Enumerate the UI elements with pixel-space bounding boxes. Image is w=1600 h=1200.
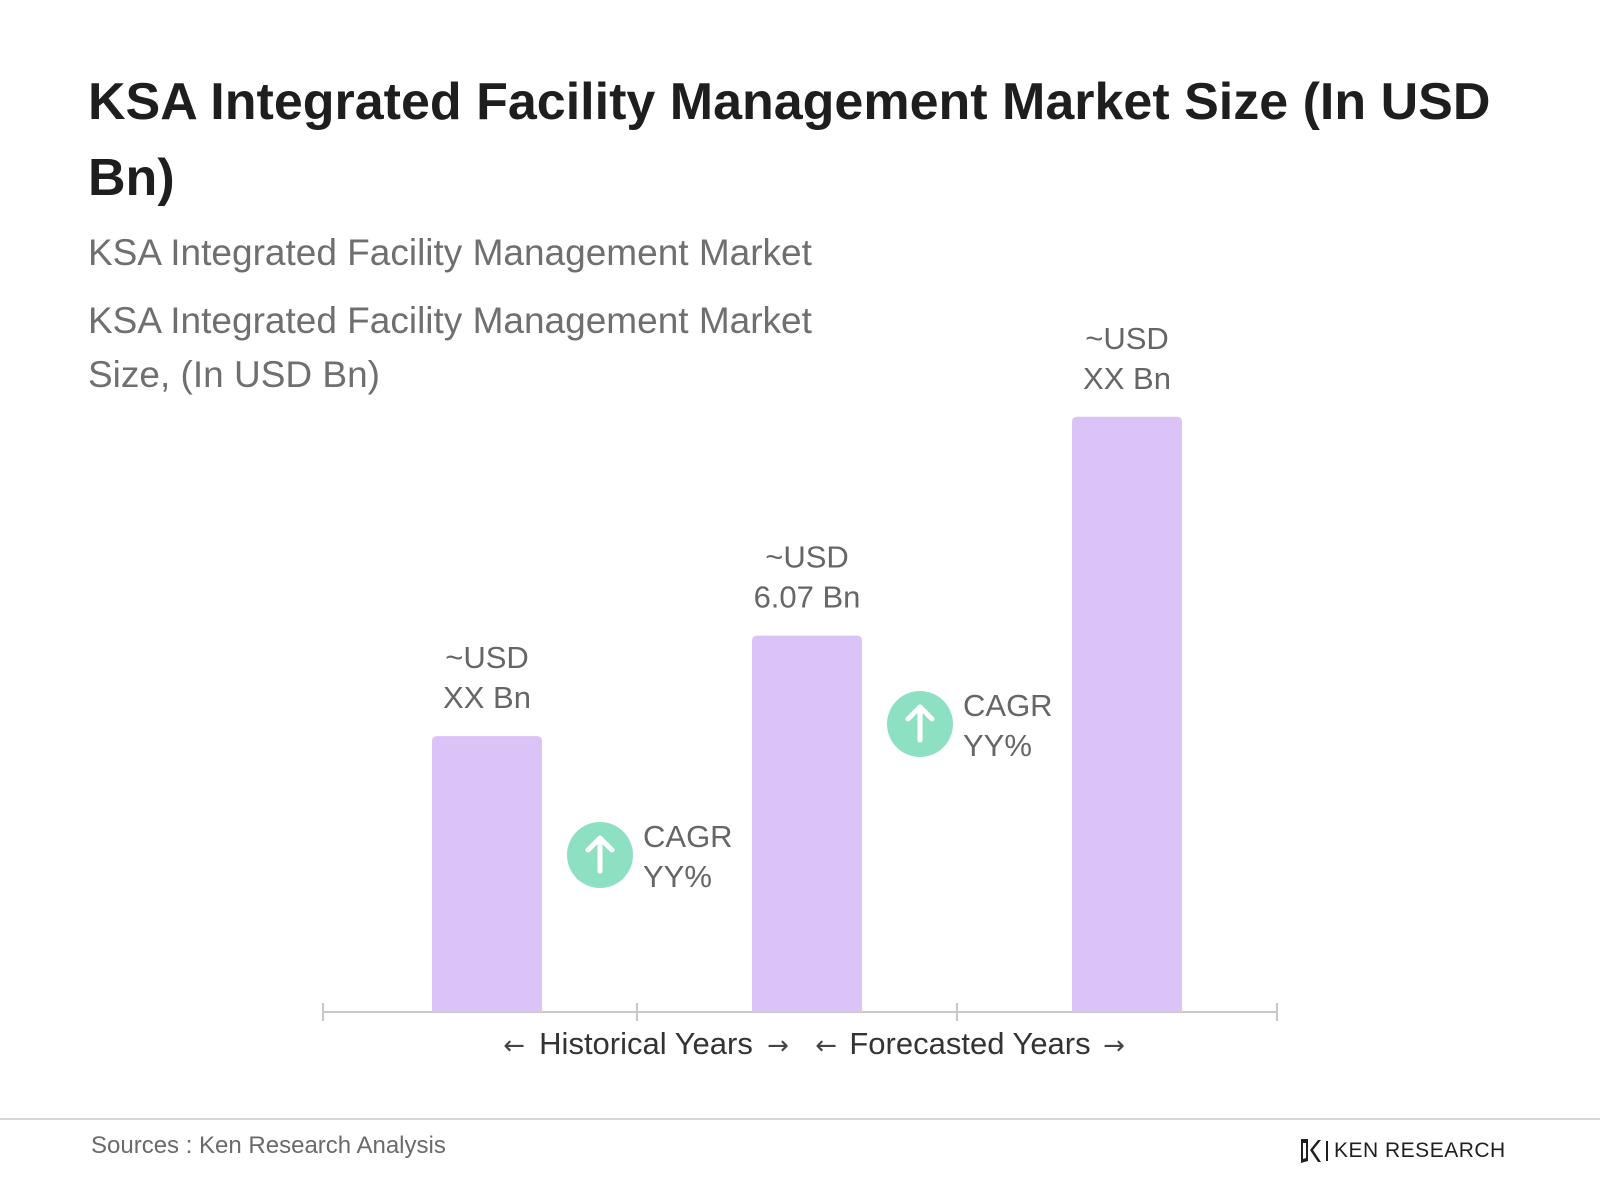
cagr-label-line: CAGR [643, 819, 733, 854]
brand-logo: KEN RESEARCH [1298, 1134, 1506, 1168]
bar-value-label-line: XX Bn [443, 680, 531, 715]
footer-divider [0, 1118, 1600, 1120]
arrow-up-icon [585, 835, 615, 874]
bar-value-label-line: ~USD [765, 540, 849, 575]
brand-name: KEN RESEARCH [1334, 1139, 1506, 1162]
cagr-label-line: YY% [963, 728, 1032, 763]
arrow-right-icon: → [1103, 1031, 1125, 1061]
period-label: Historical Years [539, 1026, 753, 1061]
ken-research-logo-icon [1301, 1139, 1321, 1163]
bar-value-label: ~USD 6.07 Bn [754, 540, 861, 615]
bar-value-label: ~USD XX Bn [1083, 321, 1171, 396]
cagr-label: CAGR YY% [963, 688, 1053, 763]
arrow-left-icon: ← [815, 1031, 837, 1061]
arrow-right-icon: → [767, 1031, 789, 1061]
bar-value-label-line: ~USD [1085, 321, 1169, 356]
cagr-label: CAGR YY% [643, 819, 733, 894]
chart-title: KSA Integrated Facility Management Marke… [88, 73, 1491, 207]
arrow-left-icon: ← [503, 1031, 525, 1061]
cagr-label-line: CAGR [963, 688, 1053, 723]
brand-separator [1326, 1141, 1328, 1161]
period-label: Forecasted Years [849, 1026, 1090, 1061]
chart-subtitle: KSA Integrated Facility Management Marke… [88, 232, 812, 273]
cagr-label-line: YY% [643, 859, 712, 894]
bar [752, 635, 862, 1012]
bar-value-label-line: XX Bn [1083, 361, 1171, 396]
arrow-up-icon [905, 704, 935, 743]
bar-value-label: ~USD XX Bn [443, 640, 531, 715]
bar-value-label-line: 6.07 Bn [754, 580, 861, 615]
bar [1072, 416, 1182, 1012]
bar-value-label-line: ~USD [445, 640, 529, 675]
arrow-up-head [905, 704, 935, 722]
sources-note: Sources : Ken Research Analysis [91, 1132, 446, 1159]
arrow-up-head [585, 835, 615, 853]
chart-description: KSA Integrated Facility Management Marke… [88, 300, 812, 395]
bar [432, 736, 542, 1012]
